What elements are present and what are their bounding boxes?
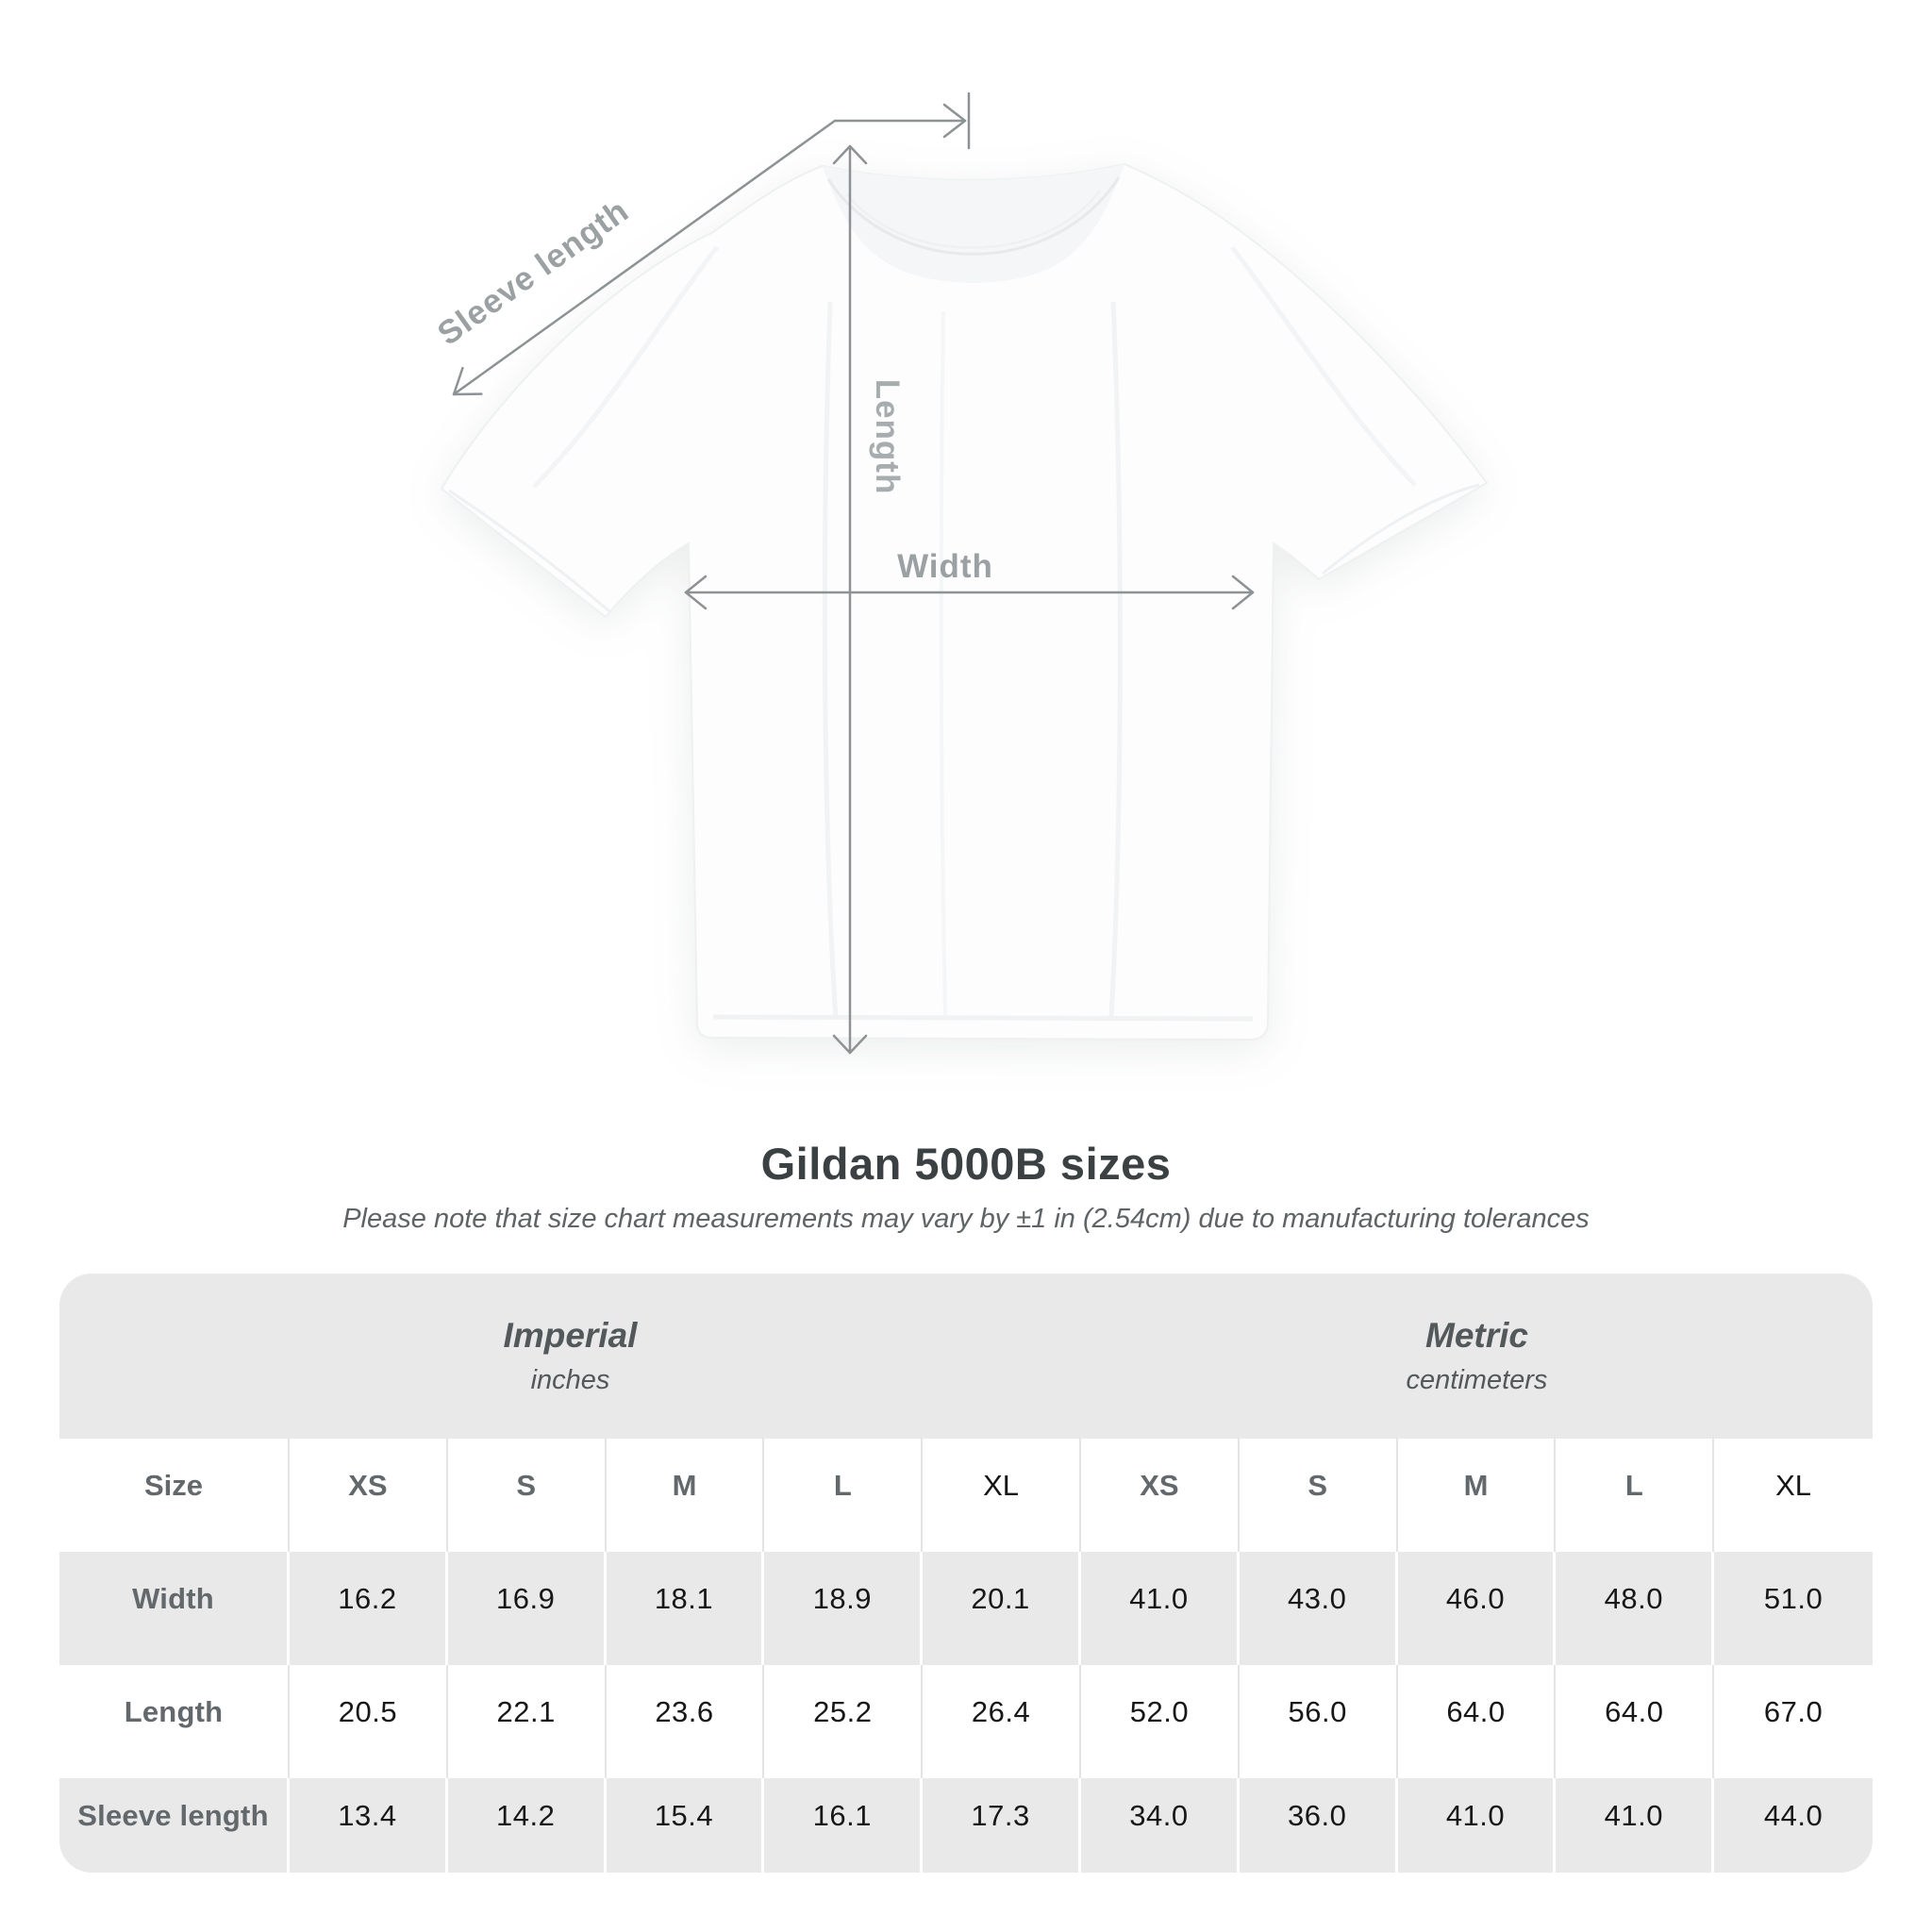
cell-width-metric-l: 48.0	[1556, 1552, 1715, 1665]
tshirt-measurement-diagram: Sleeve length Length Width	[431, 92, 1489, 1055]
cell-sleeve-imperial-m: 15.4	[606, 1778, 765, 1873]
size-table: Imperial inches Metric centimeters Size …	[59, 1274, 1873, 1873]
cell-width-metric-m: 46.0	[1397, 1552, 1557, 1665]
cell-length-metric-s: 56.0	[1239, 1665, 1398, 1778]
sleeve-length-line	[452, 119, 967, 396]
dimension-lines	[452, 92, 1255, 1055]
cell-width-metric-xl: 51.0	[1714, 1552, 1873, 1665]
cell-sleeve-metric-xs: 34.0	[1081, 1778, 1240, 1873]
title-block: Gildan 5000B sizes Please note that size…	[0, 1138, 1932, 1235]
length-top-arrowhead	[832, 144, 868, 165]
cell-sleeve-imperial-xs: 13.4	[290, 1778, 448, 1873]
cell-sleeve-metric-m: 41.0	[1397, 1778, 1557, 1873]
imperial-unit-label: inches	[530, 1365, 610, 1395]
sleeve-top-arrowhead	[942, 103, 967, 139]
header-imperial-m: M	[606, 1439, 765, 1552]
header-metric-m: M	[1397, 1439, 1557, 1552]
cell-width-metric-xs: 41.0	[1081, 1552, 1240, 1665]
header-metric-xl: XL	[1714, 1439, 1873, 1552]
row-label-length: Length	[59, 1665, 290, 1778]
cell-sleeve-imperial-s: 14.2	[447, 1778, 607, 1873]
tolerance-note: Please note that size chart measurements…	[342, 1204, 1590, 1234]
metric-unit-label: centimeters	[1406, 1365, 1548, 1395]
cell-length-imperial-l: 25.2	[764, 1665, 924, 1778]
cell-length-metric-xs: 52.0	[1081, 1665, 1240, 1778]
cell-width-imperial-xl: 20.1	[923, 1552, 1081, 1665]
cell-length-metric-l: 64.0	[1556, 1665, 1715, 1778]
header-imperial-xl: XL	[923, 1439, 1081, 1552]
row-label-sleeve-length: Sleeve length	[59, 1778, 290, 1873]
unit-group-imperial: Imperial inches	[59, 1274, 1081, 1439]
cell-length-imperial-m: 23.6	[606, 1665, 765, 1778]
cell-width-imperial-m: 18.1	[606, 1552, 765, 1665]
length-label: Length	[869, 379, 906, 495]
cell-sleeve-metric-l: 41.0	[1556, 1778, 1715, 1873]
tshirt-illustration	[440, 162, 1489, 1041]
header-metric-s: S	[1239, 1439, 1398, 1552]
header-imperial-xs: XS	[290, 1439, 448, 1552]
size-column-header: Size	[59, 1439, 290, 1552]
width-left-arrowhead	[684, 575, 708, 610]
row-label-width: Width	[59, 1552, 290, 1665]
cell-length-imperial-xs: 20.5	[290, 1665, 448, 1778]
cell-length-imperial-xl: 26.4	[923, 1665, 1081, 1778]
cell-width-imperial-s: 16.9	[447, 1552, 607, 1665]
width-right-arrowhead	[1231, 575, 1255, 610]
imperial-label: Imperial	[503, 1316, 638, 1355]
unit-group-metric: Metric centimeters	[1081, 1274, 1873, 1439]
cell-sleeve-imperial-xl: 17.3	[923, 1778, 1081, 1873]
length-bottom-arrowhead	[832, 1034, 868, 1055]
width-label: Width	[897, 548, 993, 585]
cell-sleeve-metric-s: 36.0	[1239, 1778, 1398, 1873]
cell-sleeve-metric-xl: 44.0	[1714, 1778, 1873, 1873]
cell-width-metric-s: 43.0	[1239, 1552, 1398, 1665]
page-title: Gildan 5000B sizes	[760, 1139, 1172, 1189]
cell-length-metric-xl: 67.0	[1714, 1665, 1873, 1778]
header-metric-xs: XS	[1081, 1439, 1240, 1552]
cell-sleeve-imperial-l: 16.1	[764, 1778, 924, 1873]
collar	[823, 164, 1124, 283]
cell-width-imperial-l: 18.9	[764, 1552, 924, 1665]
header-metric-l: L	[1556, 1439, 1715, 1552]
metric-label: Metric	[1425, 1316, 1528, 1355]
header-imperial-l: L	[764, 1439, 924, 1552]
cell-length-metric-m: 64.0	[1397, 1665, 1557, 1778]
cell-length-imperial-s: 22.1	[447, 1665, 607, 1778]
header-imperial-s: S	[447, 1439, 607, 1552]
sleeve-arrowhead	[452, 366, 483, 396]
cell-width-imperial-xs: 16.2	[290, 1552, 448, 1665]
